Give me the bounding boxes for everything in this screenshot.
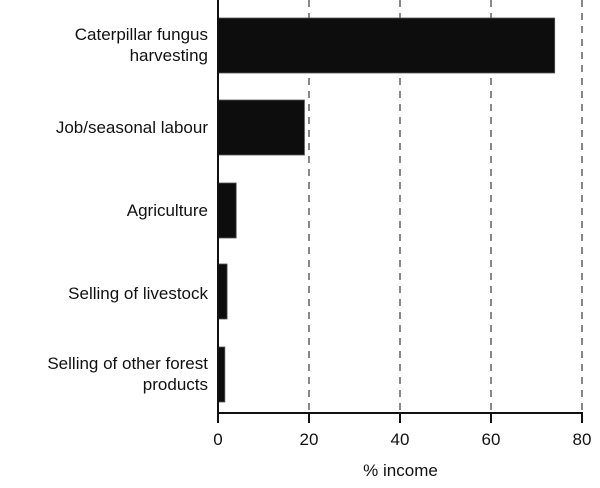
x-tick-label: 0 [213, 430, 223, 449]
category-label: Selling of livestock [68, 284, 208, 303]
x-tick-label: 60 [481, 430, 501, 449]
category-label: Selling of other forest products [47, 354, 208, 394]
category-label: Caterpillar fungus harvesting [74, 25, 208, 65]
bar [217, 346, 226, 403]
bar [217, 263, 228, 320]
bar [217, 17, 556, 74]
x-tick-label: 80 [572, 430, 592, 449]
category-label: Agriculture [126, 201, 208, 220]
bar [217, 182, 237, 239]
x-tick-label: 40 [390, 430, 410, 449]
x-tick-label: 20 [299, 430, 319, 449]
x-axis-title: % income [363, 461, 438, 480]
bar [217, 99, 305, 156]
category-label: Job/seasonal labour [55, 118, 208, 137]
